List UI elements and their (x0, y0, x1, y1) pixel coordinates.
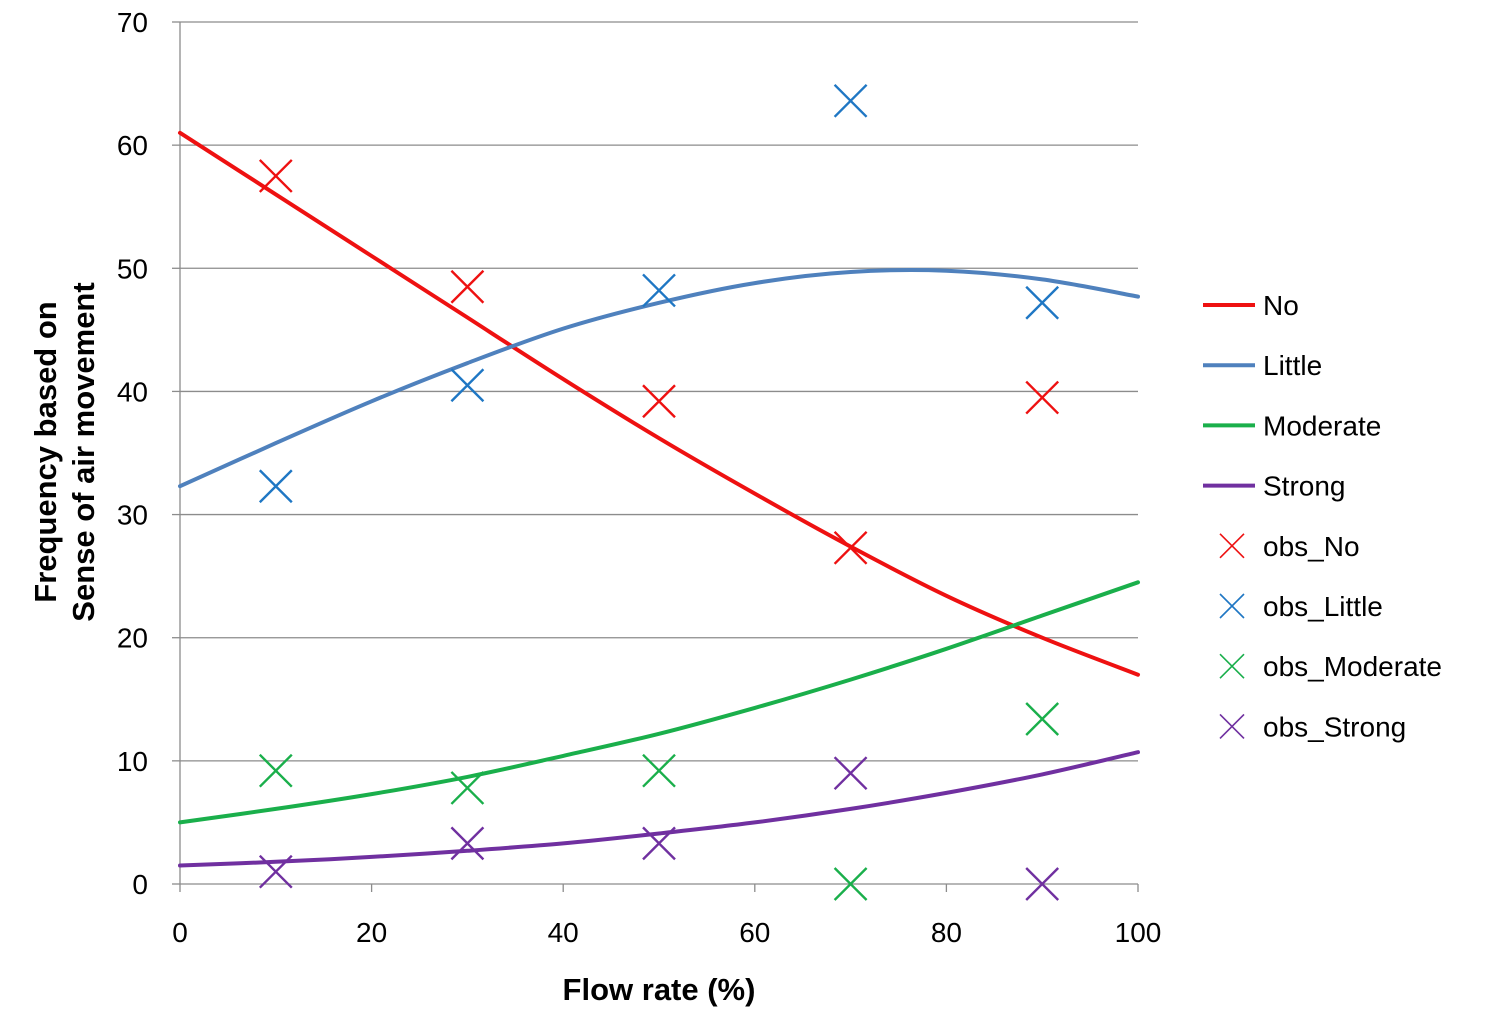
legend-label-no: No (1263, 290, 1299, 321)
legend-label-strong: Strong (1263, 471, 1346, 502)
marker-obs-no-0 (258, 159, 293, 193)
grid-lines (180, 21, 1138, 762)
x-tick-label-40: 40 (548, 917, 579, 948)
x-tick-label-0: 0 (172, 917, 188, 948)
plot-area (178, 83, 1140, 901)
y-axis-title-line-2: Sense of air movement (66, 282, 101, 621)
legend-label-obs-strong: obs_Strong (1263, 711, 1406, 742)
series-line-no (178, 130, 1140, 677)
legend-label-little: Little (1263, 350, 1322, 381)
marker-obs-moderate-2 (642, 753, 676, 788)
marker-obs-no-2 (642, 384, 676, 419)
marker-obs-little-0 (258, 469, 293, 504)
legend-label-obs-no: obs_No (1263, 531, 1360, 562)
y-tick-label-50: 50 (117, 253, 148, 284)
legend-swatch-obs-no (1219, 533, 1245, 559)
series-line-strong (178, 750, 1140, 868)
series-line-moderate (178, 580, 1140, 825)
x-tick-label-80: 80 (931, 917, 962, 948)
marker-obs-little-4 (1025, 285, 1060, 320)
legend-label-moderate: Moderate (1263, 410, 1381, 441)
marker-obs-little-1 (450, 368, 485, 403)
tick-labels: 0 10 20 30 40 50 60 70 0 20 40 60 80 100 (117, 7, 1162, 948)
y-tick-label-10: 10 (117, 746, 148, 777)
y-tick-label-40: 40 (117, 376, 148, 407)
y-tick-label-60: 60 (117, 130, 148, 161)
marker-obs-no-4 (1025, 380, 1060, 415)
legend-swatch-obs-little (1219, 593, 1245, 619)
marker-obs-strong-4 (1025, 867, 1060, 901)
marker-obs-moderate-3 (833, 867, 868, 901)
marker-obs-moderate-4 (1025, 702, 1060, 736)
marker-obs-moderate-0 (258, 753, 293, 788)
x-tick-label-100: 100 (1115, 917, 1162, 948)
marker-obs-no-1 (450, 269, 485, 304)
marker-obs-little-3 (833, 83, 868, 118)
x-tick-label-60: 60 (739, 917, 770, 948)
marker-obs-moderate-1 (450, 771, 485, 805)
legend-swatch-obs-moderate (1219, 653, 1245, 679)
marker-obs-strong-3 (833, 756, 868, 791)
series-line-little (178, 268, 1140, 489)
y-tick-label-70: 70 (117, 7, 148, 38)
y-tick-label-20: 20 (117, 623, 148, 654)
legend-label-obs-little: obs_Little (1263, 591, 1383, 622)
x-tick-label-20: 20 (356, 917, 387, 948)
legend: No Little Moderate Strong obs_No obs_Littleob… (1203, 290, 1442, 742)
marker-obs-strong-2 (642, 826, 676, 861)
y-tick-label-0: 0 (132, 869, 148, 900)
axes (172, 21, 1139, 892)
x-axis-title: Flow rate (%) (563, 972, 756, 1007)
y-axis-title: Frequency based on Sense of air movement (28, 282, 101, 621)
legend-swatch-obs-strong (1219, 713, 1245, 739)
marker-obs-no-3 (833, 530, 868, 565)
marker-obs-strong-1 (450, 826, 485, 861)
marker-obs-little-2 (642, 273, 676, 308)
marker-obs-strong-0 (258, 854, 293, 889)
y-axis-title-line-1: Frequency based on (28, 301, 63, 602)
y-tick-label-30: 30 (117, 500, 148, 531)
legend-label-obs-moderate: obs_Moderate (1263, 651, 1442, 682)
